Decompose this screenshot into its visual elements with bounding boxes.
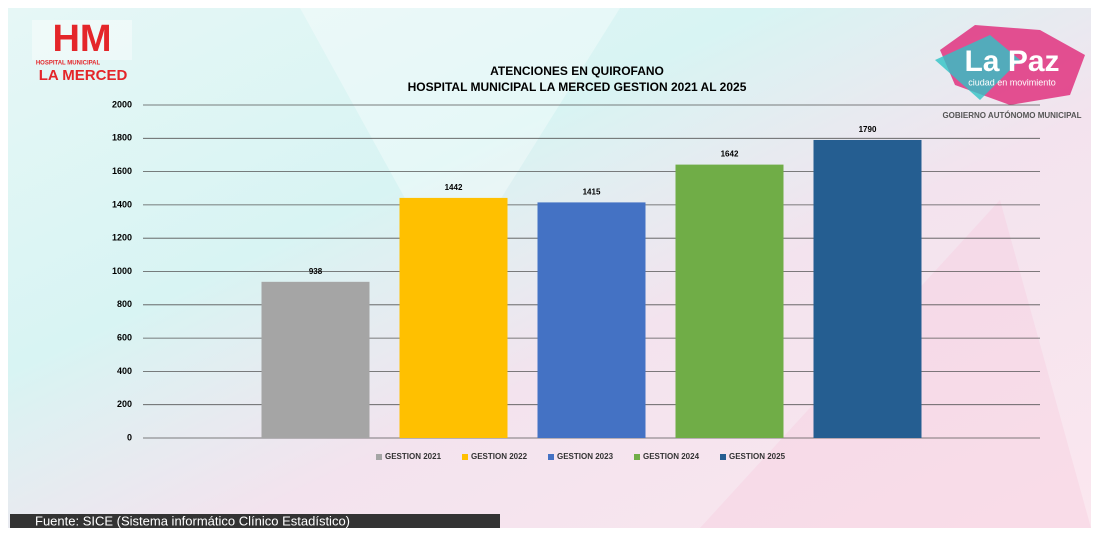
- logo-line: LA MERCED: [39, 67, 128, 84]
- chart-title: ATENCIONES EN QUIROFANO: [490, 64, 664, 78]
- value-label: 1642: [721, 150, 739, 159]
- logo-shape: [935, 35, 1020, 100]
- value-label: 1415: [583, 188, 601, 197]
- legend-swatch: [462, 454, 468, 460]
- source: Fuente: SICE (Sistema informático Clínic…: [35, 513, 350, 528]
- y-tick-label: 0: [127, 432, 132, 442]
- logo-bg: [32, 20, 132, 60]
- y-tick-label: 600: [117, 332, 132, 342]
- legend-label: GESTION 2022: [471, 452, 528, 461]
- y-tick-label: 200: [117, 399, 132, 409]
- bar: [537, 202, 646, 438]
- source-box: Fuente: SICE (Sistema informático Clínic…: [10, 513, 500, 528]
- legend-swatch: [634, 454, 640, 460]
- legend-label: GESTION 2024: [643, 452, 700, 461]
- logo-line: HOSPITAL MUNICIPAL: [36, 61, 101, 67]
- logo-tagline: ciudad en movimiento: [968, 77, 1056, 87]
- logo-left: HM HOSPITAL MUNICIPAL LA MERCED: [32, 18, 132, 84]
- bar: [399, 197, 508, 438]
- y-tick-label: 800: [117, 299, 132, 309]
- legend-label: GESTION 2025: [729, 452, 786, 461]
- decor: [300, 8, 620, 280]
- y-tick-label: 1800: [112, 133, 132, 143]
- source-bg: [10, 514, 500, 528]
- value-label: 938: [309, 267, 323, 276]
- y-tick-label: 400: [117, 366, 132, 376]
- chart-subtitle: HOSPITAL MUNICIPAL LA MERCED GESTION 202…: [408, 80, 747, 94]
- value-label: 1790: [859, 125, 877, 134]
- logo-right: La Paz ciudad en movimiento GOBIERNO AUT…: [935, 25, 1085, 120]
- y-tick-label: 1000: [112, 266, 132, 276]
- legend-swatch: [376, 454, 382, 460]
- legend-label: GESTION 2021: [385, 452, 442, 461]
- y-tick-label: 1200: [112, 233, 132, 243]
- legend-swatch: [548, 454, 554, 460]
- logo-mark: HM: [52, 18, 111, 60]
- legend-swatch: [720, 454, 726, 460]
- bar: [675, 164, 784, 438]
- value-label: 1442: [445, 183, 463, 192]
- logo-caption: GOBIERNO AUTÓNOMO MUNICIPAL: [942, 111, 1081, 120]
- bar: [261, 281, 370, 438]
- legend-label: GESTION 2023: [557, 452, 614, 461]
- bar: [813, 139, 922, 438]
- y-tick-label: 2000: [112, 99, 132, 109]
- logo-mark: La Paz: [964, 45, 1059, 78]
- y-tick-label: 1600: [112, 166, 132, 176]
- y-tick-label: 1400: [112, 199, 132, 209]
